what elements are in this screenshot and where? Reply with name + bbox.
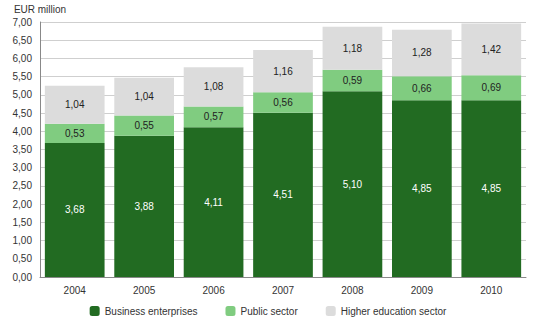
svg-text:2006: 2006 xyxy=(202,285,225,296)
svg-text:0,59: 0,59 xyxy=(343,75,363,86)
svg-text:4,85: 4,85 xyxy=(412,183,432,194)
svg-text:3,50: 3,50 xyxy=(13,144,33,155)
svg-text:Higher education sector: Higher education sector xyxy=(341,306,447,317)
svg-text:0,55: 0,55 xyxy=(134,120,154,131)
svg-text:1,00: 1,00 xyxy=(13,235,33,246)
svg-text:6,00: 6,00 xyxy=(13,53,33,64)
svg-text:0,66: 0,66 xyxy=(412,83,432,94)
svg-text:7,00: 7,00 xyxy=(13,17,33,28)
svg-text:0,69: 0,69 xyxy=(482,82,502,93)
svg-text:5,00: 5,00 xyxy=(13,89,33,100)
svg-text:1,50: 1,50 xyxy=(13,217,33,228)
svg-text:2,50: 2,50 xyxy=(13,180,33,191)
svg-text:2004: 2004 xyxy=(64,285,87,296)
svg-text:1,16: 1,16 xyxy=(273,66,293,77)
svg-text:1,42: 1,42 xyxy=(482,44,502,55)
svg-text:2008: 2008 xyxy=(341,285,364,296)
svg-text:0,57: 0,57 xyxy=(204,111,224,122)
svg-text:6,50: 6,50 xyxy=(13,35,33,46)
svg-text:1,18: 1,18 xyxy=(343,43,363,54)
svg-text:0,56: 0,56 xyxy=(273,97,293,108)
svg-text:Public sector: Public sector xyxy=(240,306,298,317)
svg-text:1,04: 1,04 xyxy=(65,99,85,110)
svg-text:2010: 2010 xyxy=(480,285,503,296)
svg-text:4,11: 4,11 xyxy=(204,197,223,208)
svg-text:3,68: 3,68 xyxy=(65,204,85,215)
svg-text:1,04: 1,04 xyxy=(134,91,154,102)
svg-text:Business enterprises: Business enterprises xyxy=(105,306,198,317)
svg-text:0,50: 0,50 xyxy=(13,253,33,264)
svg-text:4,85: 4,85 xyxy=(482,183,502,194)
svg-text:5,50: 5,50 xyxy=(13,71,33,82)
svg-text:2007: 2007 xyxy=(272,285,295,296)
svg-text:4,50: 4,50 xyxy=(13,108,33,119)
svg-text:3,00: 3,00 xyxy=(13,162,33,173)
svg-text:2,00: 2,00 xyxy=(13,199,33,210)
svg-text:0,00: 0,00 xyxy=(13,272,33,283)
svg-text:1,08: 1,08 xyxy=(204,81,224,92)
svg-text:1,28: 1,28 xyxy=(412,47,432,58)
svg-text:3,88: 3,88 xyxy=(134,201,154,212)
svg-text:0,53: 0,53 xyxy=(65,128,85,139)
svg-text:4,51: 4,51 xyxy=(273,189,293,200)
svg-text:2009: 2009 xyxy=(411,285,434,296)
svg-text:2005: 2005 xyxy=(133,285,156,296)
svg-text:5,10: 5,10 xyxy=(343,179,363,190)
svg-text:EUR million: EUR million xyxy=(14,4,66,15)
svg-text:4,00: 4,00 xyxy=(13,126,33,137)
